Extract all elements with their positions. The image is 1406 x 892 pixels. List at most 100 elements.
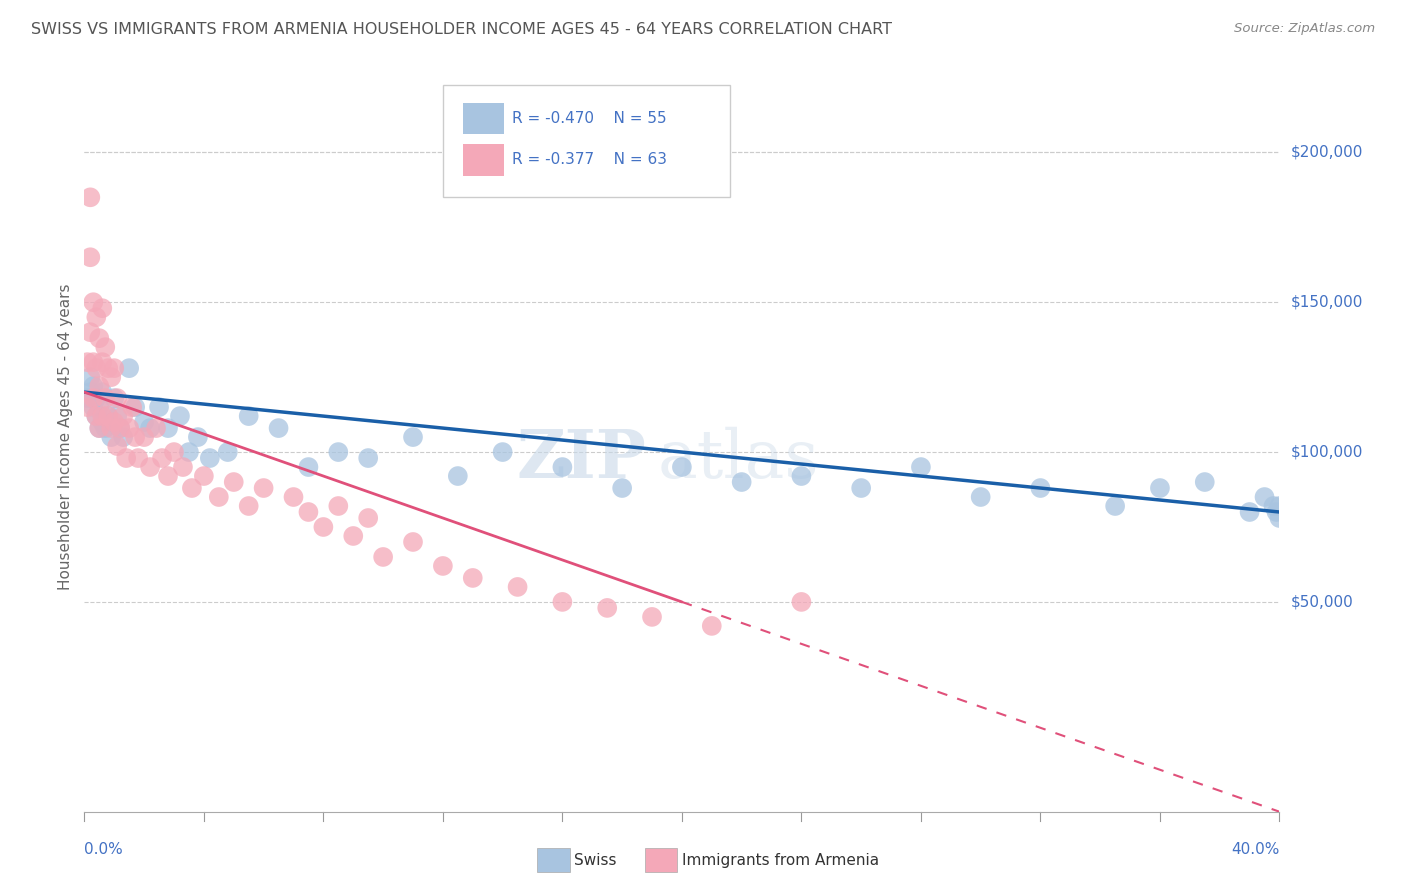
Point	[124, 430, 146, 444]
Text: 0.0%: 0.0%	[84, 842, 124, 857]
Point	[103, 391, 125, 405]
Point	[139, 421, 162, 435]
Point	[328, 445, 350, 459]
Point	[357, 451, 380, 466]
Text: $50,000: $50,000	[1291, 594, 1354, 609]
Point	[238, 409, 260, 423]
Point	[105, 391, 128, 405]
Text: $100,000: $100,000	[1291, 444, 1362, 459]
FancyBboxPatch shape	[537, 848, 569, 872]
Point	[357, 511, 380, 525]
Point	[181, 481, 204, 495]
Point	[100, 421, 122, 435]
Point	[1268, 499, 1291, 513]
Point	[169, 409, 191, 423]
Text: R = -0.377    N = 63: R = -0.377 N = 63	[512, 153, 668, 168]
Point	[86, 409, 108, 423]
Point	[79, 385, 101, 400]
Point	[790, 469, 813, 483]
Point	[112, 430, 135, 444]
Point	[82, 355, 104, 369]
Point	[103, 361, 125, 376]
Point	[112, 409, 135, 423]
Point	[124, 400, 146, 414]
Point	[851, 481, 873, 495]
Point	[267, 421, 290, 435]
Point	[145, 421, 167, 435]
Text: R = -0.470    N = 55: R = -0.470 N = 55	[512, 112, 666, 126]
Point	[91, 409, 114, 423]
Point	[91, 301, 114, 316]
Text: atlas: atlas	[658, 427, 820, 492]
Point	[217, 445, 239, 459]
Point	[86, 310, 108, 325]
Point	[447, 469, 470, 483]
Point	[432, 558, 454, 573]
Point	[100, 430, 122, 444]
Point	[94, 340, 117, 354]
Point	[1265, 505, 1288, 519]
Point	[121, 400, 143, 414]
FancyBboxPatch shape	[443, 85, 730, 197]
Point	[132, 415, 156, 429]
Point	[115, 451, 138, 466]
Point	[172, 460, 194, 475]
Point	[89, 331, 111, 345]
Point	[551, 460, 574, 475]
Text: $200,000: $200,000	[1291, 145, 1362, 160]
Point	[402, 430, 425, 444]
Point	[150, 451, 173, 466]
Point	[100, 370, 122, 384]
Point	[1263, 499, 1285, 513]
Point	[328, 499, 350, 513]
Point	[118, 361, 141, 376]
Point	[970, 490, 993, 504]
Point	[132, 430, 156, 444]
Point	[89, 400, 111, 414]
Point	[139, 460, 162, 475]
Point	[79, 250, 101, 264]
Text: $150,000: $150,000	[1291, 294, 1362, 310]
Point	[671, 460, 693, 475]
Point	[94, 391, 117, 405]
Point	[402, 535, 425, 549]
Point	[222, 475, 245, 489]
Point	[297, 505, 319, 519]
Point	[79, 325, 101, 339]
Point	[297, 460, 319, 475]
Point	[97, 361, 120, 376]
Point	[373, 549, 395, 564]
Point	[89, 421, 111, 435]
Point	[790, 595, 813, 609]
Point	[342, 529, 364, 543]
FancyBboxPatch shape	[645, 848, 678, 872]
Point	[238, 499, 260, 513]
Y-axis label: Householder Income Ages 45 - 64 years: Householder Income Ages 45 - 64 years	[58, 284, 73, 591]
Point	[127, 451, 149, 466]
Point	[596, 601, 619, 615]
Point	[492, 445, 515, 459]
Point	[82, 400, 104, 414]
Point	[148, 400, 170, 414]
Point	[193, 469, 215, 483]
Point	[283, 490, 305, 504]
Point	[105, 439, 128, 453]
Point	[91, 385, 114, 400]
Point	[103, 415, 125, 429]
Text: Immigrants from Armenia: Immigrants from Armenia	[682, 853, 879, 868]
Point	[91, 415, 114, 429]
Point	[163, 445, 186, 459]
Point	[110, 421, 132, 435]
Text: ZIP: ZIP	[516, 427, 647, 492]
Point	[157, 469, 180, 483]
Point	[79, 190, 101, 204]
FancyBboxPatch shape	[463, 145, 503, 176]
Point	[91, 355, 114, 369]
Point	[86, 361, 108, 376]
Point	[105, 409, 128, 423]
Point	[312, 520, 335, 534]
Point	[461, 571, 484, 585]
Point	[86, 391, 108, 405]
Point	[157, 421, 180, 435]
Point	[177, 445, 200, 459]
